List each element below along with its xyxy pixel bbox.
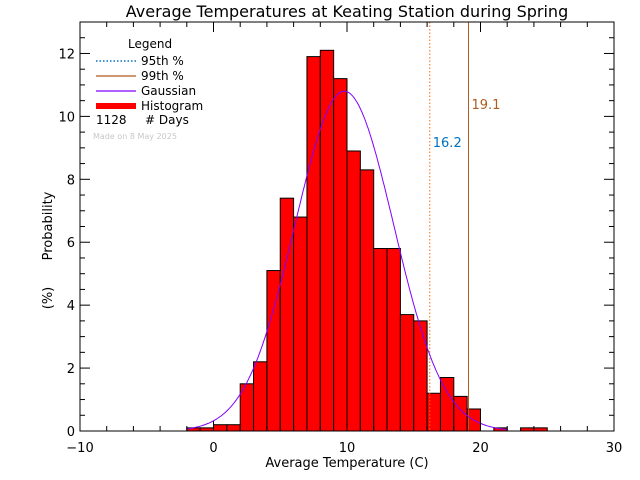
histogram-bar	[346, 150, 361, 432]
histogram-bars	[186, 49, 548, 432]
legend-entry-histogram: Histogram	[141, 99, 203, 113]
histogram-bar	[413, 320, 428, 432]
gaussian-curve-layer	[186, 90, 508, 430]
x-tick-label: 0	[209, 441, 217, 456]
histogram-bar	[359, 169, 375, 432]
histogram-bar	[399, 314, 415, 432]
gaussian-curve	[186, 90, 508, 430]
x-tick-label: 30	[606, 441, 623, 456]
y-tick-label: 8	[67, 173, 75, 188]
histogram-bar	[439, 377, 455, 432]
percentile-label: 16.2	[433, 136, 462, 151]
legend-title: Legend	[128, 37, 172, 51]
histogram-bar	[266, 270, 281, 432]
histogram-bar	[293, 216, 308, 432]
percentile-lines: 16.2 19.1	[429, 22, 500, 431]
y-tick-label: 4	[67, 299, 75, 314]
x-tick-label: −10	[66, 441, 93, 456]
legend-entry-95th: 95th %	[141, 54, 184, 68]
legend-day-count: 1128	[96, 113, 127, 127]
y-axis-unit: (%)	[41, 287, 56, 310]
chart-title: Average Temperatures at Keating Station …	[126, 2, 568, 21]
histogram-bar	[253, 361, 268, 432]
y-tick-label: 2	[67, 362, 75, 377]
made-on-footnote: Made on 8 May 2025	[93, 132, 177, 141]
x-axis-label: Average Temperature (C)	[265, 456, 428, 471]
y-tick-label: 10	[58, 110, 75, 125]
percentile-label: 19.1	[471, 98, 500, 113]
x-tick-label: 10	[339, 441, 356, 456]
legend-entry-gaussian: Gaussian	[141, 84, 196, 98]
y-tick-label: 6	[67, 236, 75, 251]
histogram-bar	[279, 197, 295, 432]
histogram-bar	[319, 49, 335, 432]
histogram-bar	[333, 78, 348, 432]
x-tick-label: 20	[472, 441, 489, 456]
histogram-bar	[213, 424, 228, 432]
y-tick-label: 12	[58, 47, 75, 62]
legend: Legend 95th % 99th % Gaussian Histogram …	[93, 37, 203, 141]
histogram-bar	[386, 248, 401, 432]
legend-entry-99th: 99th %	[141, 69, 184, 83]
histogram-bar	[306, 56, 321, 432]
histogram-bar	[226, 424, 241, 432]
histogram-bar	[426, 392, 441, 432]
legend-day-count-label: # Days	[145, 113, 189, 127]
histogram-bar	[373, 248, 388, 432]
y-tick-label: 0	[67, 425, 75, 440]
y-axis-label: Probability	[41, 191, 56, 260]
